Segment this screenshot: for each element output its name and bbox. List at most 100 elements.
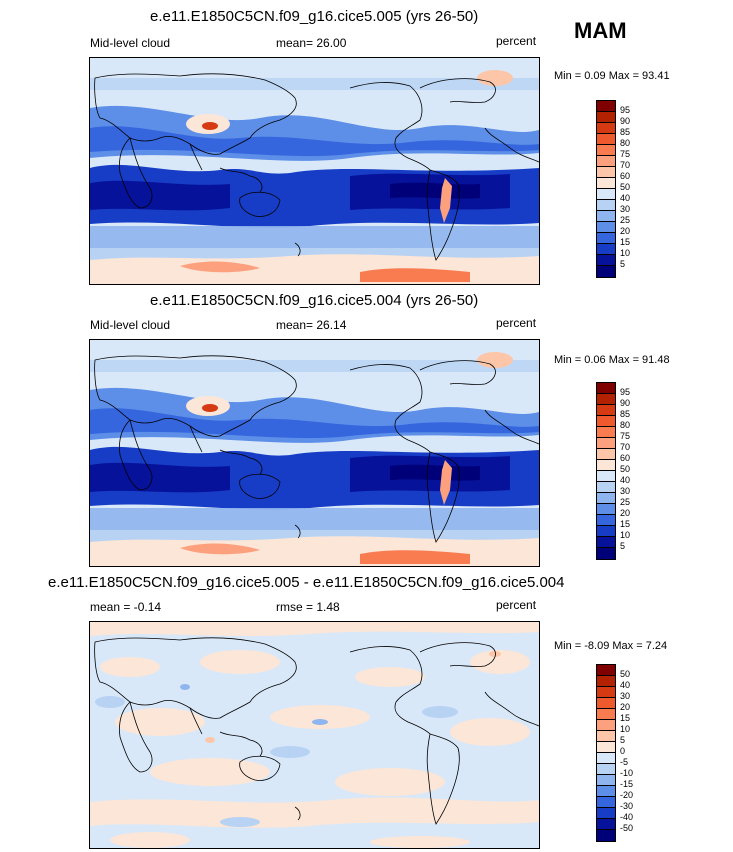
colorbar-swatch: [597, 200, 615, 211]
colorbar-swatch: [597, 504, 615, 515]
panel-1-colorbar: [596, 100, 616, 278]
colorbar-swatch: [597, 416, 615, 427]
colorbar-swatch: [597, 101, 615, 112]
colorbar-tick-label: 50: [620, 464, 631, 474]
colorbar-tick-label: 5: [620, 735, 626, 745]
panel-3-map-svg: [90, 622, 539, 848]
colorbar-tick-label: 60: [620, 453, 631, 463]
colorbar-tick-label: 60: [620, 171, 631, 181]
colorbar-swatch: [597, 156, 615, 167]
colorbar-swatch: [597, 112, 615, 123]
panel-2-mean-label: mean= 26.14: [276, 318, 347, 332]
panel-1-colorbar-ticks: 95 90 85 80 75 70 60 50 40 30 25 20 15 10 5: [620, 100, 650, 276]
colorbar-tick-label: 5: [620, 541, 626, 551]
colorbar-swatch: [597, 178, 615, 189]
colorbar-swatch: [597, 786, 615, 797]
colorbar-swatch: [597, 471, 615, 482]
colorbar-swatch: [597, 134, 615, 145]
panel-3-colorbar: [596, 664, 616, 842]
colorbar-tick-label: 95: [620, 105, 631, 115]
colorbar-swatch: [597, 449, 615, 460]
panel-2-units-label: percent: [496, 316, 537, 330]
colorbar-swatch: [597, 515, 615, 526]
panel-3-colorbar-ticks: 50 40 30 20 15 10 5 0 -5 -10 -15 -20 -30 -40 -50: [620, 664, 650, 840]
panel-2-minmax: Min = 0.06 Max = 91.48: [554, 354, 670, 366]
colorbar-swatch: [597, 266, 615, 277]
panel-3-mean-label: mean = -0.14: [90, 600, 162, 614]
colorbar-swatch: [597, 255, 615, 266]
colorbar-swatch: [597, 123, 615, 134]
colorbar-swatch: [597, 526, 615, 537]
colorbar-swatch: [597, 211, 615, 222]
colorbar-swatch: [597, 764, 615, 775]
colorbar-tick-label: 20: [620, 702, 631, 712]
panel-1-mean-label: mean= 26.00: [276, 36, 347, 50]
colorbar-tick-label: 75: [620, 431, 631, 441]
colorbar-tick-label: 10: [620, 530, 631, 540]
panel-1-map: [89, 57, 540, 285]
colorbar-tick-label: 40: [620, 193, 631, 203]
colorbar-tick-label: 0: [620, 746, 626, 756]
colorbar-swatch: [597, 460, 615, 471]
colorbar-swatch: [597, 383, 615, 394]
colorbar-tick-label: 50: [620, 669, 631, 679]
colorbar-swatch: [597, 676, 615, 687]
colorbar-swatch: [597, 482, 615, 493]
colorbar-swatch: [597, 233, 615, 244]
panel-3-units-label: percent: [496, 598, 537, 612]
colorbar-tick-label: 95: [620, 387, 631, 397]
colorbar-swatch: [597, 548, 615, 559]
season-label: MAM: [574, 18, 627, 43]
colorbar-tick-label: 5: [620, 259, 626, 269]
panel-3-rmse-label: rmse = 1.48: [276, 600, 340, 614]
colorbar-swatch: [597, 438, 615, 449]
colorbar-tick-label: -30: [620, 801, 634, 811]
colorbar-tick-label: 90: [620, 116, 631, 126]
colorbar-swatch: [597, 731, 615, 742]
panel-2-left-label: Mid-level cloud: [90, 318, 171, 332]
colorbar-tick-label: 30: [620, 486, 631, 496]
colorbar-tick-label: 85: [620, 409, 631, 419]
colorbar-tick-label: 10: [620, 248, 631, 258]
colorbar-tick-label: 70: [620, 160, 631, 170]
colorbar-tick-label: 80: [620, 420, 631, 430]
colorbar-swatch: [597, 808, 615, 819]
panel-1-title: e.e11.E1850C5CN.f09_g16.cice5.005 (yrs 2…: [150, 8, 479, 25]
colorbar-swatch: [597, 189, 615, 200]
colorbar-tick-label: 70: [620, 442, 631, 452]
panel-2-map-svg: [90, 340, 539, 566]
panel-3-map: [89, 621, 540, 849]
colorbar-swatch: [597, 742, 615, 753]
colorbar-swatch: [597, 775, 615, 786]
colorbar-swatch: [597, 698, 615, 709]
colorbar-swatch: [597, 493, 615, 504]
panel-2-title: e.e11.E1850C5CN.f09_g16.cice5.004 (yrs 2…: [150, 292, 479, 309]
colorbar-tick-label: -40: [620, 812, 634, 822]
colorbar-swatch: [597, 394, 615, 405]
colorbar-tick-label: 20: [620, 226, 631, 236]
colorbar-swatch: [597, 222, 615, 233]
colorbar-swatch: [597, 405, 615, 416]
panel-1-map-svg: [90, 58, 539, 284]
colorbar-swatch: [597, 145, 615, 156]
colorbar-swatch: [597, 665, 615, 676]
colorbar-tick-label: 25: [620, 497, 631, 507]
colorbar-swatch: [597, 687, 615, 698]
colorbar-tick-label: 15: [620, 519, 631, 529]
colorbar-tick-label: -15: [620, 779, 634, 789]
panel-3-minmax: Min = -8.09 Max = 7.24: [554, 640, 668, 652]
colorbar-tick-label: 30: [620, 691, 631, 701]
colorbar-swatch: [597, 537, 615, 548]
colorbar-tick-label: -10: [620, 768, 634, 778]
colorbar-swatch: [597, 720, 615, 731]
colorbar-tick-label: 15: [620, 713, 631, 723]
colorbar-swatch: [597, 797, 615, 808]
colorbar-swatch: [597, 427, 615, 438]
colorbar-tick-label: -50: [620, 823, 634, 833]
colorbar-tick-label: 10: [620, 724, 631, 734]
colorbar-swatch: [597, 819, 615, 830]
colorbar-swatch: [597, 244, 615, 255]
colorbar-tick-label: 15: [620, 237, 631, 247]
colorbar-tick-label: 40: [620, 475, 631, 485]
colorbar-swatch: [597, 709, 615, 720]
